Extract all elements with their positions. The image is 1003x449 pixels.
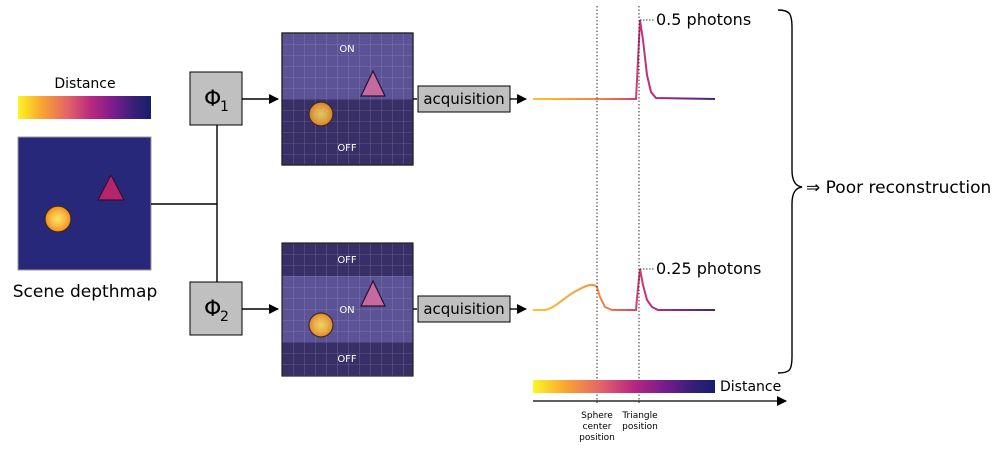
sphere-marker-label-line3: position bbox=[579, 433, 615, 443]
phi1-symbol: Φ bbox=[204, 87, 221, 112]
phi1-subscript: 1 bbox=[220, 99, 229, 115]
signal2-curve bbox=[533, 268, 715, 311]
scene-caption: Scene depthmap bbox=[13, 282, 157, 302]
mask1-off-label: OFF bbox=[337, 143, 357, 154]
phi2-symbol: Φ bbox=[204, 297, 221, 322]
mask2-on-label: ON bbox=[339, 305, 354, 316]
acquisition2-label: acquisition bbox=[423, 300, 504, 318]
scene-depthmap bbox=[17, 136, 152, 271]
triangle-marker-label-line2: position bbox=[622, 422, 658, 432]
mask1 bbox=[281, 32, 414, 166]
mask1-on-label: ON bbox=[339, 44, 354, 55]
mask2 bbox=[281, 242, 414, 377]
axis-colorbar-label: Distance bbox=[720, 379, 781, 395]
triangle-marker-label-line1: Triangle bbox=[621, 411, 658, 421]
peak2-label: 0.25 photons bbox=[656, 259, 761, 278]
scene-colorbar-label: Distance bbox=[54, 76, 115, 92]
sphere-marker-label-line1: Sphere bbox=[581, 411, 613, 421]
mask2-off-bottom-label: OFF bbox=[337, 354, 357, 365]
phi2-subscript: 2 bbox=[220, 309, 229, 325]
acquisition2-box bbox=[417, 295, 511, 323]
brace bbox=[777, 9, 803, 374]
mask1-triangle bbox=[360, 69, 386, 97]
axis-colorbar bbox=[533, 380, 715, 393]
mask2-sphere bbox=[308, 312, 334, 338]
result-label: ⇒ Poor reconstruction bbox=[806, 178, 991, 198]
mask2-triangle bbox=[360, 279, 386, 307]
mask1-sphere bbox=[308, 101, 334, 127]
sphere-marker-label-line2: center bbox=[583, 422, 612, 432]
scene-sphere bbox=[44, 205, 72, 233]
acquisition1-label: acquisition bbox=[423, 90, 504, 108]
scene-colorbar bbox=[18, 96, 151, 119]
scene-triangle bbox=[97, 173, 125, 201]
mask2-off-top-label: OFF bbox=[337, 255, 357, 266]
phi1-box bbox=[189, 71, 243, 126]
peak1-label: 0.5 photons bbox=[656, 10, 751, 29]
signal1-curve bbox=[533, 19, 716, 100]
